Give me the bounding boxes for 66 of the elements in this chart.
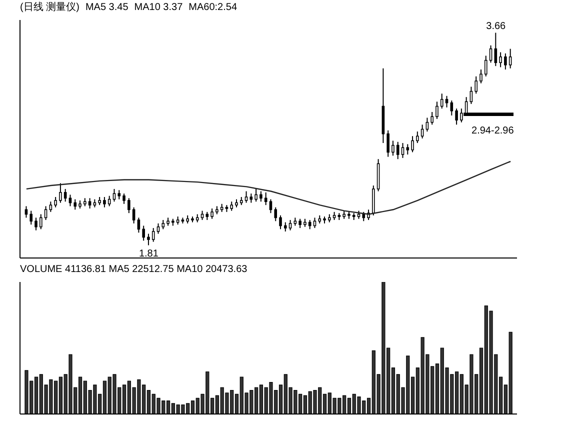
- candlestick: [470, 86, 473, 104]
- candlestick: [386, 130, 390, 158]
- candlestick: [250, 193, 253, 204]
- candlestick: [499, 52, 502, 68]
- candlestick: [436, 101, 438, 120]
- text: MA10 3.37: [134, 1, 183, 15]
- candlestick: [64, 188, 67, 202]
- candlestick: [147, 233, 150, 246]
- candlestick: [210, 208, 214, 220]
- candlestick: [118, 190, 121, 200]
- candlestick: [24, 206, 28, 218]
- candlestick: [137, 217, 140, 234]
- candlestick: [49, 201, 52, 212]
- candlestick: [162, 219, 165, 230]
- candlestick: [122, 193, 126, 204]
- candlestick: [313, 217, 316, 229]
- candlestick: [74, 198, 77, 210]
- candlestick: [128, 198, 130, 214]
- candlestick: [112, 188, 116, 202]
- candlestick: [362, 211, 366, 222]
- candlestick: [396, 141, 400, 160]
- candlestick: [54, 196, 57, 208]
- candlestick: [480, 69, 482, 84]
- chart-title: VOLUME 41136.81 MA5 22512.75 MA10 20473.63: [20, 263, 248, 277]
- candlestick: [430, 112, 434, 126]
- candlestick: [288, 219, 292, 231]
- candlestick: [59, 182, 62, 204]
- candlestick: [279, 214, 282, 230]
- candlestick: [34, 217, 38, 231]
- candlestick: [416, 131, 419, 144]
- candlestick: [494, 32, 498, 67]
- candlestick: [254, 188, 258, 202]
- annotation: 1.81: [138, 248, 159, 260]
- candlestick: [484, 55, 488, 77]
- candlestick: [132, 206, 136, 224]
- candlestick: [474, 76, 478, 94]
- candlestick: [284, 222, 287, 232]
- candlestick: [244, 190, 248, 204]
- candlestick: [260, 190, 262, 202]
- candlestick: [142, 225, 145, 242]
- candlestick: [39, 214, 42, 230]
- candlestick: [440, 93, 444, 110]
- candlestick: [504, 52, 507, 70]
- text: MA5 3.45: [85, 1, 128, 15]
- candlestick: [269, 198, 272, 214]
- candlestick: [30, 210, 33, 226]
- candlestick: [298, 218, 302, 229]
- candlestick: [508, 48, 512, 69]
- chart-title: (日线 测量仪): [20, 0, 80, 15]
- candlestick: [406, 144, 410, 156]
- candlestick: [274, 206, 278, 222]
- candlestick: [411, 136, 414, 153]
- candlestick: [108, 195, 111, 207]
- candlestick: [230, 201, 233, 212]
- candlestick: [88, 198, 92, 209]
- candlestick: [152, 228, 155, 242]
- candlestick: [44, 206, 48, 220]
- candlestick: [392, 140, 394, 156]
- candlestick: [455, 108, 458, 126]
- candlestick: [103, 196, 106, 208]
- candlestick: [450, 100, 454, 116]
- candlestick: [401, 142, 404, 158]
- candlestick: [156, 222, 160, 234]
- text: MA60:2.54: [188, 1, 238, 15]
- band-label: 2.94-2.96: [472, 126, 514, 137]
- annotation: 3.66: [486, 20, 506, 32]
